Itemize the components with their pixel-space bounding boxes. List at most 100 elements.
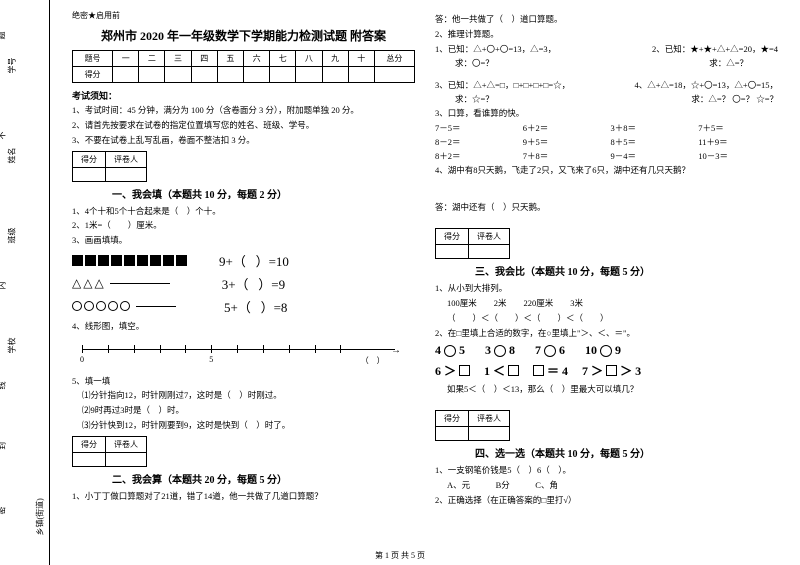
- c31: 9: [615, 343, 621, 358]
- s4-q1opts: A、元 B分 C、角: [447, 479, 778, 492]
- mini-table-3: 得分评卷人: [435, 228, 510, 259]
- q2a-l: 1、已知：△+〇+〇=13，△=3，: [435, 43, 556, 55]
- th-8: 八: [296, 51, 322, 67]
- c20: 7: [535, 343, 541, 358]
- mt4-c2: 评卷人: [469, 411, 510, 427]
- cr3: 7 ＞: [582, 362, 603, 379]
- s3-q1: 1、从小到大排列。: [435, 282, 778, 295]
- eq1-r: ）=10: [256, 254, 289, 269]
- side-l3: 班级: [7, 228, 18, 244]
- calc-5: 9＋5＝: [523, 136, 603, 148]
- q2a-r2: 求：△=？: [709, 57, 748, 69]
- th-0: 题号: [73, 51, 113, 67]
- eq3-r: ）=8: [261, 300, 288, 315]
- th-2: 二: [139, 51, 165, 67]
- q2b-r: 4、△+△=18，☆+〇=13，△+〇=15，: [634, 79, 778, 91]
- th-7: 七: [270, 51, 296, 67]
- c00: 4: [435, 343, 441, 358]
- calc-7: 11＋9＝: [698, 136, 778, 148]
- section2-title: 二、我会算（本题共 20 分，每题 5 分）: [112, 471, 415, 486]
- th-4: 四: [191, 51, 217, 67]
- calc-9: 7＋8＝: [523, 150, 603, 162]
- square-icon: [137, 255, 148, 266]
- ans4: 答：湖中还有（ ）只天鹅。: [435, 201, 778, 213]
- side-l1: 学号: [7, 58, 18, 74]
- th-5: 五: [217, 51, 243, 67]
- arrow-icon: →: [391, 345, 401, 356]
- q2b-l2: 求：☆=？: [455, 93, 494, 105]
- side-d5: 密: [0, 507, 8, 515]
- calc-1: 6＋2＝: [523, 122, 603, 134]
- circle-blank-icon: [444, 345, 456, 357]
- s2-q1: 1、小丁丁做口算题对了21道，错了14道，他一共做了几道口算题？: [72, 490, 415, 503]
- notice-title: 考试须知：: [72, 89, 415, 102]
- square-icon: [163, 255, 174, 266]
- exam-title: 郑州市 2020 年一年级数学下学期能力检测试题 附答案: [72, 27, 415, 44]
- square-icon: [124, 255, 135, 266]
- s1-q3: 3、画画填填。: [72, 234, 415, 247]
- s3-q2: 2、在□里填上合适的数字，在○里填上"＞、＜、＝"。: [435, 327, 778, 340]
- section3-title: 三、我会比（本题共 10 分，每题 5 分）: [475, 263, 778, 278]
- calc-3: 7＋5＝: [698, 122, 778, 134]
- circle-icon: [96, 301, 106, 311]
- mt2-c1: 得分: [73, 436, 106, 452]
- mt4-c1: 得分: [436, 411, 469, 427]
- square-icon: [150, 255, 161, 266]
- binding-margin: 题 学号 姓名 不 班级 内 学校 线 封 乡镇(街道) 密: [0, 0, 50, 565]
- eq2-l: 3+（: [222, 277, 249, 292]
- s3-q1a: 100厘米 2米 220厘米 3米: [447, 297, 778, 310]
- mt3-c2: 评卷人: [469, 229, 510, 245]
- square-blank-icon: [606, 365, 617, 376]
- square-blank-icon: [508, 365, 519, 376]
- triangle-icon: △: [94, 276, 103, 291]
- side-d2: 内: [0, 282, 8, 290]
- square-icon: [98, 255, 109, 266]
- s4-q2: 2、正确选择（在正确答案的□里打√）: [435, 494, 778, 507]
- calc-0: 7－5＝: [435, 122, 515, 134]
- q2b-l: 3、已知：△+△=□，□+□+□+□=☆，: [435, 79, 570, 91]
- s1-q4: 4、线形图，填空。: [72, 320, 415, 333]
- calc-11: 10－3＝: [698, 150, 778, 162]
- th-3: 三: [165, 51, 191, 67]
- calc-grid: 7－5＝ 6＋2＝ 3＋8＝ 7＋5＝ 8－2＝ 9＋5＝ 8＋5＝ 11＋9＝…: [435, 122, 778, 162]
- score-table: 题号 一 二 三 四 五 六 七 八 九 十 总分 得分: [72, 50, 415, 83]
- comp-row-2: 6 ＞ 1 ＜ ＝ 4 7 ＞＞ 3: [435, 362, 778, 379]
- side-d1: 不: [0, 132, 8, 140]
- mini-table-1: 得分评卷人: [72, 151, 147, 182]
- eq1-l: 9+（: [219, 254, 246, 269]
- mini-table-4: 得分评卷人: [435, 410, 510, 441]
- cr4: ＞ 3: [620, 362, 641, 379]
- circle-icon: [72, 301, 82, 311]
- s4-q1: 1、一支钢笔价钱是5（ ）6（ ）。: [435, 464, 778, 477]
- notice-2: 2、请首先按要求在试卷的指定位置填写您的姓名、班级、学号。: [72, 120, 415, 132]
- calc-6: 8＋5＝: [611, 136, 691, 148]
- th-10: 十: [348, 51, 374, 67]
- mt1-c2: 评卷人: [106, 151, 147, 167]
- comp-row-1: 45 38 76 109: [435, 343, 778, 358]
- page-footer: 第 1 页 共 5 页: [0, 550, 800, 561]
- side-l2: 姓名: [7, 148, 18, 164]
- cr0: 6 ＞: [435, 362, 456, 379]
- s1-q5: 5、填一填: [72, 375, 415, 388]
- cr2: ＝ 4: [547, 362, 568, 379]
- side-d4: 封: [0, 442, 8, 450]
- eq2-r: ）=9: [258, 277, 285, 292]
- ans1: 答：他一共做了（ ）道口算题。: [435, 13, 778, 25]
- mini-table-2: 得分评卷人: [72, 436, 147, 467]
- c01: 5: [459, 343, 465, 358]
- side-seal: 题: [0, 32, 8, 40]
- th-1: 一: [113, 51, 139, 67]
- calc-4: 8－2＝: [435, 136, 515, 148]
- notice-3: 3、不要在试卷上乱写乱画，卷面不整洁扣 3 分。: [72, 135, 415, 147]
- side-l4: 学校: [7, 338, 18, 354]
- shapes-row-1: 9+（ ）=10: [72, 251, 415, 270]
- blank-line: [136, 306, 176, 307]
- triangle-icon: △: [72, 276, 81, 291]
- side-d3: 线: [0, 382, 8, 390]
- mt2-c2: 评卷人: [106, 436, 147, 452]
- content-area: 绝密★启用前 郑州市 2020 年一年级数学下学期能力检测试题 附答案 题号 一…: [50, 0, 800, 565]
- c30: 10: [585, 343, 597, 358]
- circle-blank-icon: [494, 345, 506, 357]
- nl-blank: （ ）: [361, 355, 385, 366]
- s1-q5c: ⑶分针快到12，时针刚要到9，这时是快到（ ）时了。: [82, 419, 415, 432]
